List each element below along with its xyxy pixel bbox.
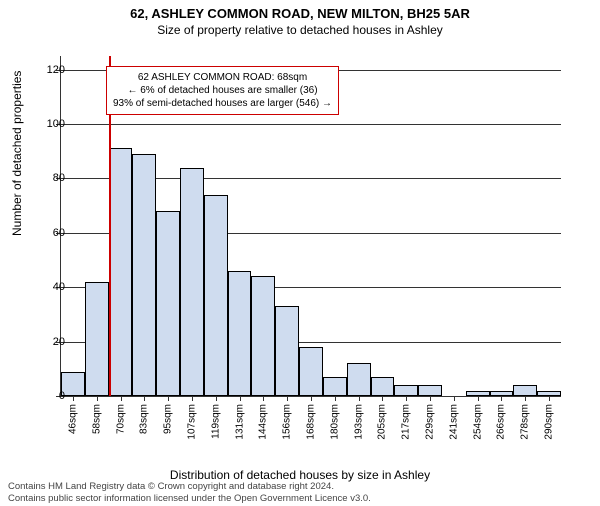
- x-tick-label: 241sqm: [448, 404, 459, 440]
- gridline: [61, 124, 561, 125]
- x-tick: [525, 396, 526, 401]
- y-tick-label: 120: [35, 64, 65, 76]
- x-tick-label: 266sqm: [496, 404, 507, 440]
- x-tick: [73, 396, 74, 401]
- x-tick-label: 144sqm: [258, 404, 269, 440]
- histogram-bar: [85, 282, 109, 396]
- x-tick: [311, 396, 312, 401]
- y-tick-label: 0: [35, 390, 65, 402]
- x-tick-label: 46sqm: [67, 404, 78, 434]
- x-tick-label: 229sqm: [425, 404, 436, 440]
- histogram-bar: [513, 385, 537, 396]
- x-tick-label: 180sqm: [329, 404, 340, 440]
- y-tick-label: 100: [35, 118, 65, 130]
- annotation-line-1: 62 ASHLEY COMMON ROAD: 68sqm: [113, 71, 332, 84]
- y-tick-label: 80: [35, 172, 65, 184]
- chart-subtitle: Size of property relative to detached ho…: [0, 23, 600, 37]
- x-tick: [240, 396, 241, 401]
- x-tick: [121, 396, 122, 401]
- x-tick-label: 58sqm: [91, 404, 102, 434]
- x-tick: [287, 396, 288, 401]
- x-tick: [144, 396, 145, 401]
- x-tick-label: 217sqm: [401, 404, 412, 440]
- x-tick: [478, 396, 479, 401]
- x-tick: [382, 396, 383, 401]
- x-tick-label: 254sqm: [472, 404, 483, 440]
- histogram-bar: [299, 347, 323, 396]
- x-tick: [168, 396, 169, 401]
- histogram-bar: [251, 276, 275, 396]
- x-tick-label: 278sqm: [520, 404, 531, 440]
- x-tick-label: 156sqm: [282, 404, 293, 440]
- histogram-bar: [204, 195, 228, 396]
- x-tick-label: 70sqm: [115, 404, 126, 434]
- annotation-line-2: ← 6% of detached houses are smaller (36): [113, 84, 332, 97]
- x-tick-label: 168sqm: [306, 404, 317, 440]
- x-tick: [430, 396, 431, 401]
- x-tick-label: 83sqm: [139, 404, 150, 434]
- y-tick-label: 40: [35, 281, 65, 293]
- x-tick: [216, 396, 217, 401]
- histogram-bar: [156, 211, 180, 396]
- x-tick: [359, 396, 360, 401]
- x-tick: [406, 396, 407, 401]
- histogram-bar: [228, 271, 252, 396]
- x-tick-label: 205sqm: [377, 404, 388, 440]
- credit-line-1: Contains HM Land Registry data © Crown c…: [8, 481, 371, 492]
- histogram-bar: [132, 154, 156, 396]
- y-axis-label: Number of detached properties: [10, 71, 24, 236]
- x-tick-label: 95sqm: [163, 404, 174, 434]
- chart-title: 62, ASHLEY COMMON ROAD, NEW MILTON, BH25…: [0, 6, 600, 21]
- x-tick-label: 290sqm: [544, 404, 555, 440]
- histogram-bar: [394, 385, 418, 396]
- x-tick: [549, 396, 550, 401]
- x-tick-label: 131sqm: [234, 404, 245, 440]
- credit-line-2: Contains public sector information licen…: [8, 493, 371, 504]
- histogram-bar: [418, 385, 442, 396]
- histogram-bar: [275, 306, 299, 396]
- annotation-box: 62 ASHLEY COMMON ROAD: 68sqm← 6% of deta…: [106, 66, 339, 115]
- y-tick-label: 20: [35, 336, 65, 348]
- y-tick-label: 60: [35, 227, 65, 239]
- x-tick-label: 107sqm: [186, 404, 197, 440]
- x-tick-label: 193sqm: [353, 404, 364, 440]
- x-tick: [97, 396, 98, 401]
- histogram-bar: [323, 377, 347, 396]
- histogram-bar: [371, 377, 395, 396]
- histogram-bar: [109, 148, 133, 396]
- x-tick: [263, 396, 264, 401]
- x-tick: [454, 396, 455, 401]
- x-tick: [501, 396, 502, 401]
- chart-area: 46sqm58sqm70sqm83sqm95sqm107sqm119sqm131…: [60, 56, 570, 426]
- histogram-bar: [347, 363, 371, 396]
- x-tick: [335, 396, 336, 401]
- plot-area: 46sqm58sqm70sqm83sqm95sqm107sqm119sqm131…: [60, 56, 561, 397]
- x-tick-label: 119sqm: [210, 404, 221, 439]
- x-axis-label: Distribution of detached houses by size …: [0, 468, 600, 482]
- x-tick: [192, 396, 193, 401]
- credit-text: Contains HM Land Registry data © Crown c…: [8, 481, 371, 504]
- histogram-bar: [180, 168, 204, 396]
- annotation-line-3: 93% of semi-detached houses are larger (…: [113, 97, 332, 110]
